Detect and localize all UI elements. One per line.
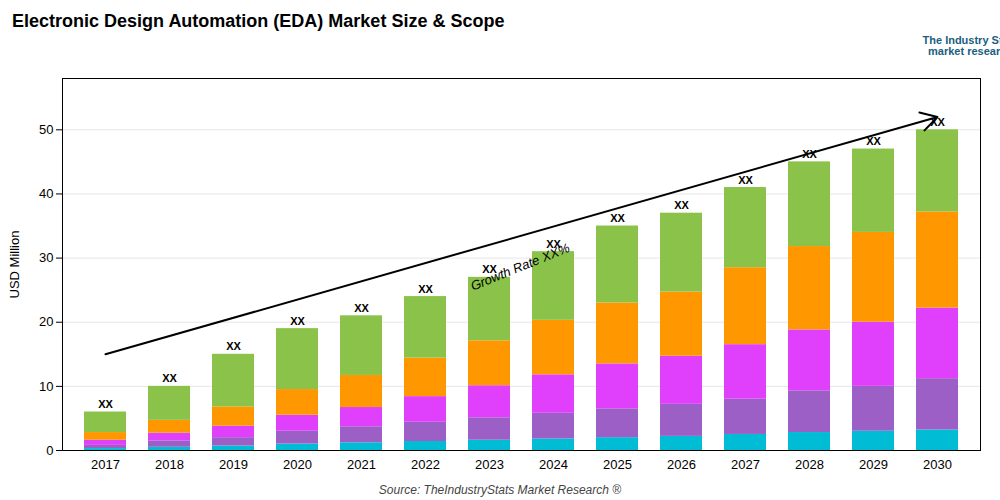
svg-text:XX: XX: [226, 340, 241, 352]
svg-text:40: 40: [39, 186, 53, 201]
svg-text:2023: 2023: [475, 457, 504, 472]
svg-text:20: 20: [39, 314, 53, 329]
svg-text:XX: XX: [738, 174, 753, 186]
svg-text:XX: XX: [418, 283, 433, 295]
svg-text:XX: XX: [354, 302, 369, 314]
svg-text:2022: 2022: [411, 457, 440, 472]
svg-text:2017: 2017: [91, 457, 120, 472]
svg-text:XX: XX: [610, 212, 625, 224]
svg-text:2018: 2018: [155, 457, 184, 472]
html-text:Source: TheIndustryStats Marke: Source: TheIndustryStats Market Research…: [378, 483, 622, 497]
svg-text:2027: 2027: [731, 457, 760, 472]
svg-text:2024: 2024: [539, 457, 568, 472]
svg-text:2020: 2020: [283, 457, 312, 472]
svg-text:USD Million: USD Million: [7, 231, 22, 299]
svg-text:2029: 2029: [859, 457, 888, 472]
svg-text:50: 50: [39, 122, 53, 137]
svg-text:2030: 2030: [923, 457, 952, 472]
svg-text:XX: XX: [98, 398, 113, 410]
svg-text:Growth Rate XX%: Growth Rate XX%: [468, 240, 571, 293]
svg-text:XX: XX: [866, 135, 881, 147]
svg-text:2025: 2025: [603, 457, 632, 472]
svg-text:XX: XX: [674, 199, 689, 211]
svg-text:XX: XX: [290, 315, 305, 327]
svg-text:The Industry Statsmarket resea: The Industry Statsmarket research: [923, 34, 1000, 57]
svg-text:XX: XX: [162, 372, 177, 384]
html-text:Electronic Design Automation (: Electronic Design Automation (EDA) Marke…: [12, 11, 505, 31]
svg-text:2028: 2028: [795, 457, 824, 472]
svg-text:30: 30: [39, 250, 53, 265]
svg-text:2019: 2019: [219, 457, 248, 472]
svg-text:2026: 2026: [667, 457, 696, 472]
svg-text:2021: 2021: [347, 457, 376, 472]
svg-text:XX: XX: [930, 116, 945, 128]
svg-text:10: 10: [39, 379, 53, 394]
svg-text:0: 0: [46, 443, 53, 458]
svg-text:XX: XX: [802, 148, 817, 160]
